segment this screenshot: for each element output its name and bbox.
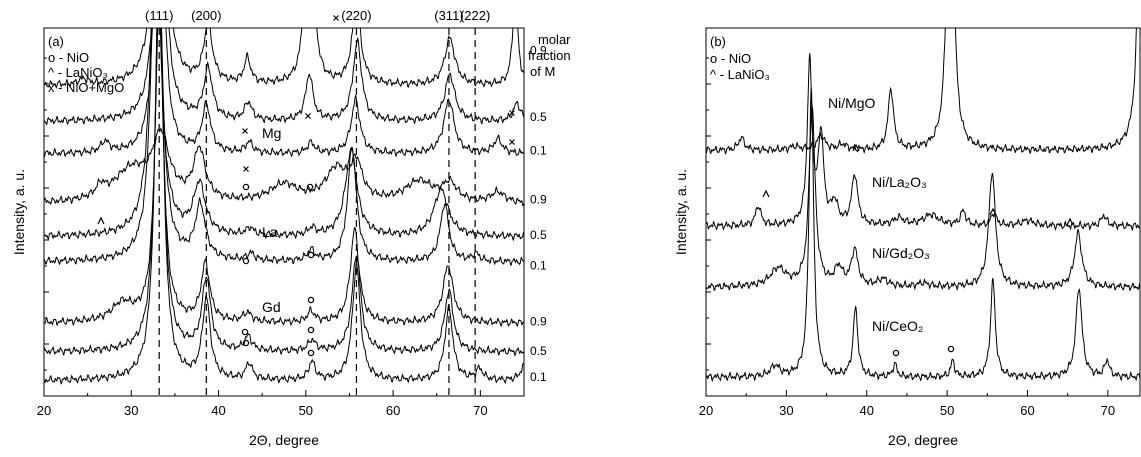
x-tick-label: 60 [386,403,400,418]
molar-fraction-label: 0.5 [530,344,547,358]
molar-fraction-label: 0.9 [530,43,547,57]
panel-a-plot-area [43,27,525,397]
nio-marker [307,296,315,304]
series-label-ni-gd2o3: Ni/Gd₂O₃ [872,245,930,261]
nio-marker [307,251,315,259]
xrd-series-line [44,28,524,328]
panel-b-plot-area [705,27,1141,397]
x-tick-label: 50 [940,403,954,418]
panel-a-legend-lanio3: ^ - LaNiO₃ [48,65,108,80]
x-tick-label: 30 [779,403,793,418]
x-tick-label: 40 [211,403,225,418]
molar-fraction-label: 0.5 [530,228,547,242]
series-label-ni-ceo2: Ni/CeO₂ [872,318,923,334]
x-tick-label: 50 [299,403,313,418]
xrd-series-line [44,28,524,357]
panel-b-y-axis-title: Intensity, a. u. [673,169,689,255]
nio-mgo-marker [509,110,515,116]
panel-a-x-axis: 20 30 40 50 60 70 [37,57,488,418]
panel-a-legend-nio-mgo: x - NiO+MgO [48,80,124,95]
group-label-mg: Mg [262,125,281,141]
xrd-series-line [706,105,1140,291]
lanio3-marker [762,189,770,198]
lanio3-marker [1066,217,1074,226]
nio-marker [947,345,955,353]
x-tick-label: 70 [1101,403,1115,418]
molar-fraction-label: 0.1 [530,143,547,157]
nio-marker [306,183,314,191]
panel-b-series [706,28,1140,383]
molar-fraction-label: 0.5 [530,110,547,124]
panel-b-x-axis: 20 30 40 50 60 70 [699,57,1115,418]
panel-a-legend-nio: o - NiO [48,50,89,65]
series-label-ni-mgo: Ni/MgO [828,95,876,111]
panel-a-label: (a) [48,34,64,49]
x-tick-label: 20 [37,403,51,418]
x-tick-label: 20 [699,403,713,418]
series-label-ni-la2o3: Ni/La₂O₃ [872,174,927,190]
xrd-series-line [706,88,1140,383]
peak-label: (111) [145,8,173,23]
xrd-series-line [44,28,524,158]
xrd-series-line [44,28,524,385]
xrd-series-line [44,28,524,89]
peak-label: (222) [460,8,490,23]
group-label-gd: Gd [262,299,281,315]
panel-a-series [44,28,524,385]
nio-marker [241,328,249,336]
xrd-series-line [44,28,524,266]
molar-fraction-label: 0.9 [530,193,547,207]
nio-marker [892,349,900,357]
nio-mgo-marker [242,128,248,134]
nio-mgo-marker [305,113,311,119]
molar-fraction-label: 0.1 [530,259,547,273]
x-tick-label: 60 [1020,403,1034,418]
x-tick-label: 30 [124,403,138,418]
x-tick-label: 40 [860,403,874,418]
nio-marker [307,326,315,334]
molar-fraction-title-line3: of M [530,64,555,79]
nio-mgo-marker [333,15,339,21]
molar-fraction-title-line1: molar [538,32,571,47]
lanio3-marker [97,216,105,225]
panel-a-phase-markers [97,15,515,357]
lanio3-marker [852,143,860,152]
panel-a-y-axis-title: Intensity, a. u. [11,169,27,255]
panel-b-legend-lanio3: ^ - LaNiO₃ [710,67,770,82]
panel-b-phase-markers [762,143,1074,357]
xrd-series-line [44,28,524,126]
group-label-la: La [262,224,278,240]
xrd-series-line [44,28,524,242]
xrd-series-line [706,53,1140,232]
x-tick-label: 70 [473,403,487,418]
panel-a-peak-labels: (111) (200) (220) (311)(222) [145,8,490,23]
panel-b: 20 30 40 50 60 70 (b) o - NiO ^ - LaNiO₃ Ni/M… [673,27,1141,448]
nio-marker [307,349,315,357]
panel-b-legend-nio: o - NiO [710,51,751,66]
xrd-series-line [44,127,524,207]
xrd-series-line [706,28,1137,155]
nio-marker [242,183,250,191]
panel-a-reference-lines [158,28,476,396]
peak-label: (220) [341,8,371,23]
panel-a-fraction-labels: 0.9 0.5 0.1 0.9 0.5 0.1 0.9 0.5 0.1 [530,43,547,384]
panel-a: 20 30 40 50 60 70 (111) (200) (220) (311)(222) (… [11,8,571,448]
peak-label: (311) [434,8,463,23]
panel-b-x-axis-title: 2Θ, degree [888,432,958,448]
nio-marker [242,339,250,347]
nio-mgo-marker [243,166,249,172]
panel-b-label: (b) [710,34,726,49]
nio-mgo-marker [509,139,515,145]
nio-marker [242,257,250,265]
molar-fraction-label: 0.1 [530,370,547,384]
molar-fraction-title-line2: fraction [528,48,571,63]
panel-a-x-axis-title: 2Θ, degree [249,432,319,448]
molar-fraction-label: 0.9 [530,314,547,328]
lanio3-marker [989,207,997,216]
peak-label: (200) [191,8,221,23]
